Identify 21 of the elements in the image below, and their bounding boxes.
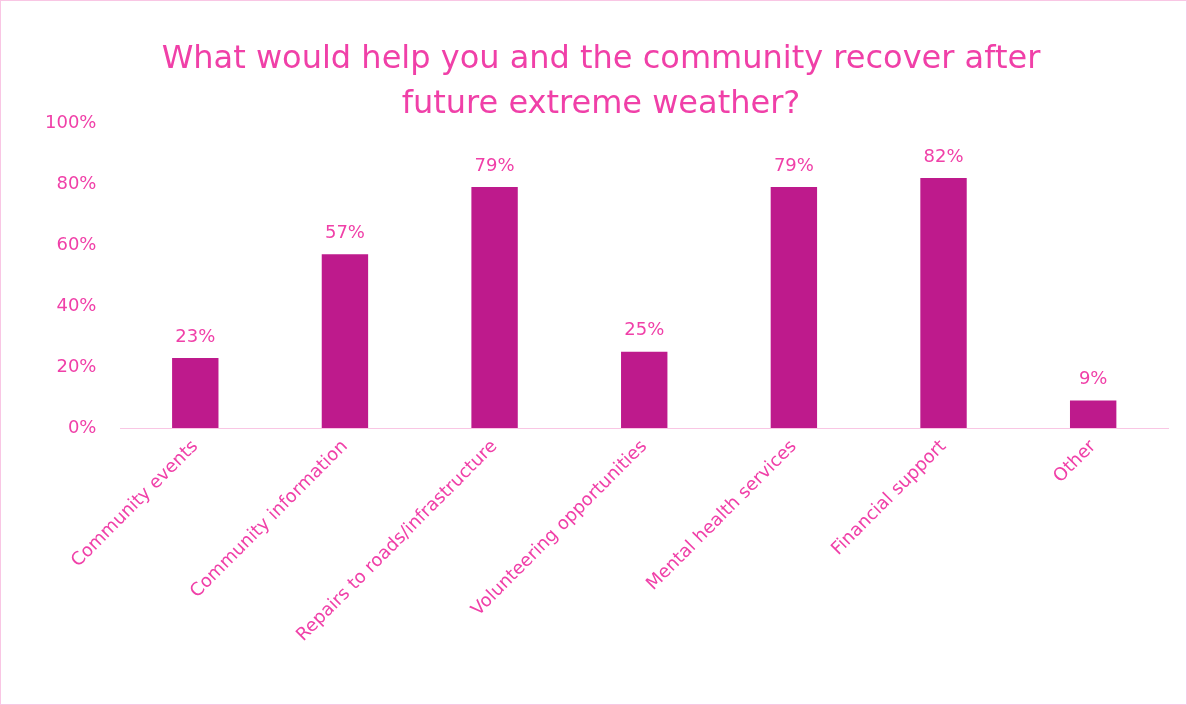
bar	[1069, 400, 1117, 429]
data-label: 82%	[923, 144, 964, 166]
bar	[770, 187, 818, 429]
chart-title: What would help you and the community recover after future extreme weather?	[160, 37, 1042, 123]
data-label: 79%	[773, 153, 814, 175]
y-tick-label: 100%	[44, 110, 97, 132]
y-tick-label: 0%	[67, 415, 97, 437]
data-label: 25%	[624, 318, 665, 340]
bar	[172, 357, 219, 429]
bar	[321, 254, 369, 429]
bar	[471, 187, 518, 429]
data-label: 9%	[1078, 367, 1108, 389]
data-label: 79%	[474, 153, 515, 175]
y-tick-label: 40%	[56, 293, 97, 315]
data-label: 57%	[324, 220, 365, 242]
y-tick-label: 20%	[56, 354, 97, 376]
y-tick-label: 80%	[56, 171, 97, 193]
y-tick-label: 60%	[56, 232, 97, 254]
data-label: 23%	[175, 324, 216, 346]
bar	[920, 177, 967, 429]
bar	[621, 351, 668, 429]
